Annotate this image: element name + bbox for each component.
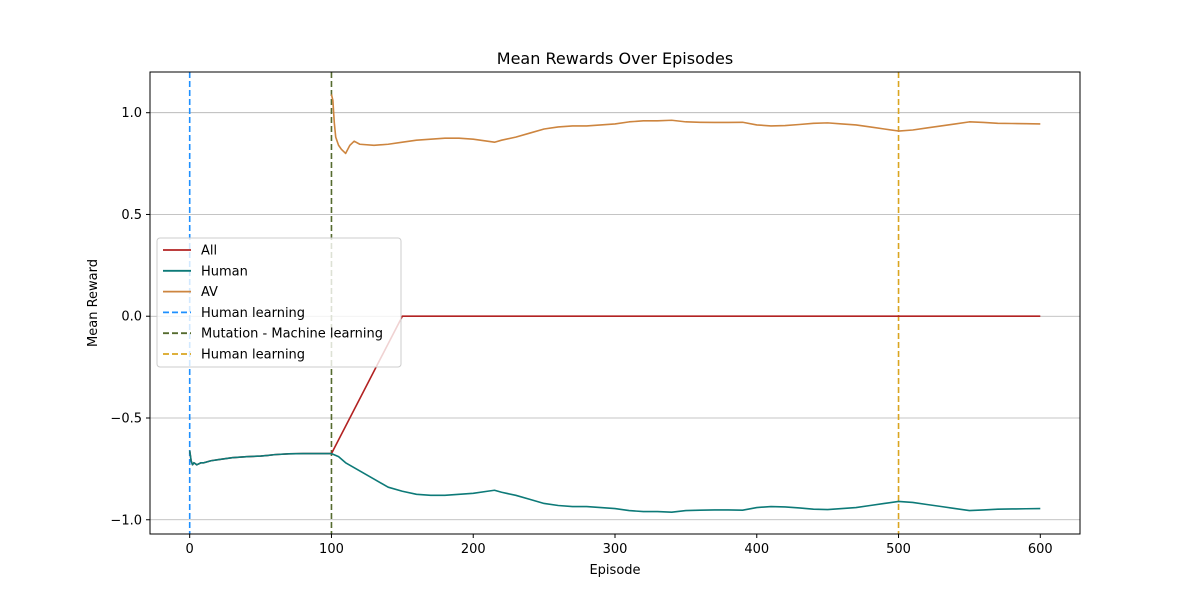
chart-title: Mean Rewards Over Episodes <box>497 49 733 68</box>
series-line-human <box>188 450 1041 514</box>
x-tick-label: 400 <box>744 542 769 557</box>
y-tick-label: 1.0 <box>121 106 142 121</box>
x-tick-label: 0 <box>186 542 194 557</box>
legend-label: Human <box>201 264 248 279</box>
x-tick-label: 200 <box>461 542 486 557</box>
legend: All Human AV Human learning Mutation - Machi… <box>156 237 402 368</box>
x-axis-ticks: 0 100 200 300 400 500 600 <box>186 534 1053 557</box>
plot-series <box>188 94 1041 514</box>
y-tick-label: −0.5 <box>110 411 142 426</box>
x-tick-label: 600 <box>1028 542 1053 557</box>
legend-label: All <box>201 244 217 259</box>
y-tick-label: −1.0 <box>110 513 142 528</box>
legend-label: Mutation - Machine learning <box>201 327 383 342</box>
x-axis-label: Episode <box>589 563 640 578</box>
x-tick-label: 300 <box>603 542 628 557</box>
series-line-av <box>330 94 1041 155</box>
legend-label: Human learning <box>201 306 305 321</box>
legend-label: AV <box>201 285 218 300</box>
y-axis-label: Mean Reward <box>86 259 101 347</box>
legend-label: Human learning <box>201 348 305 363</box>
y-tick-label: 0.5 <box>121 208 142 223</box>
legend-box <box>156 237 402 368</box>
y-tick-label: 0.0 <box>121 310 142 325</box>
y-axis-ticks: −1.0 −0.5 0.0 0.5 1.0 <box>110 106 150 528</box>
x-tick-label: 100 <box>319 542 344 557</box>
x-tick-label: 500 <box>886 542 911 557</box>
